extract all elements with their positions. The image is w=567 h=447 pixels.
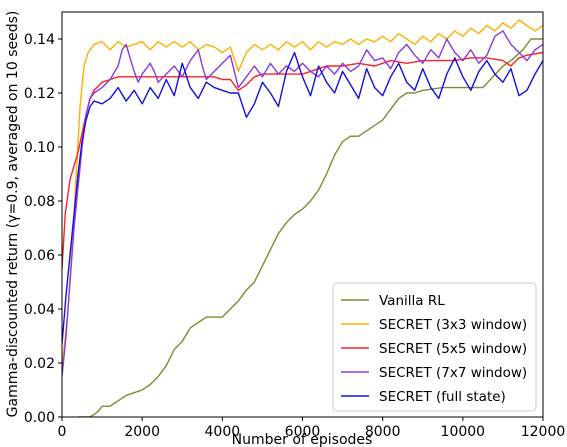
x-tick-label: 8000 xyxy=(365,424,401,440)
legend-label: SECRET (3x3 window) xyxy=(379,317,527,333)
y-tick-label: 0.00 xyxy=(24,410,55,426)
y-tick-label: 0.08 xyxy=(24,194,55,210)
y-tick-label: 0.12 xyxy=(24,86,55,102)
series-line-2 xyxy=(62,51,543,269)
legend-label: SECRET (full state) xyxy=(379,389,506,405)
series-line-3 xyxy=(62,30,543,377)
y-tick-label: 0.14 xyxy=(24,32,55,48)
x-tick-label: 6000 xyxy=(285,424,321,440)
x-axis-label: Number of episodes xyxy=(232,432,373,447)
y-tick-label: 0.06 xyxy=(24,248,55,264)
x-tick-label: 4000 xyxy=(205,424,241,440)
series-line-0 xyxy=(75,38,543,417)
legend-box xyxy=(332,282,537,412)
x-tick-label: 10000 xyxy=(441,424,486,440)
x-tick-label: 0 xyxy=(58,424,67,440)
y-axis-label: Gamma-discounted return (γ=0.9, averaged… xyxy=(5,11,21,418)
series-line-1 xyxy=(62,19,543,369)
legend-label: SECRET (5x5 window) xyxy=(379,341,527,357)
y-tick-label: 0.10 xyxy=(24,140,55,156)
x-tick-label: 12000 xyxy=(521,424,566,440)
series-layer xyxy=(62,19,543,417)
series-line-4 xyxy=(62,51,543,345)
x-tick-label: 2000 xyxy=(124,424,160,440)
legend-label: Vanilla RL xyxy=(379,293,445,309)
y-tick-label: 0.02 xyxy=(24,356,55,372)
ticks-layer: 0 2000 4000 6000 8000 10000 12000 0.00 0.02 0.04 0… xyxy=(24,32,565,440)
legend: Vanilla RL SECRET (3x3 window) SECRET (5x5… xyxy=(332,282,537,412)
legend-label: SECRET (7x7 window) xyxy=(379,365,527,381)
y-tick-label: 0.04 xyxy=(24,302,55,318)
